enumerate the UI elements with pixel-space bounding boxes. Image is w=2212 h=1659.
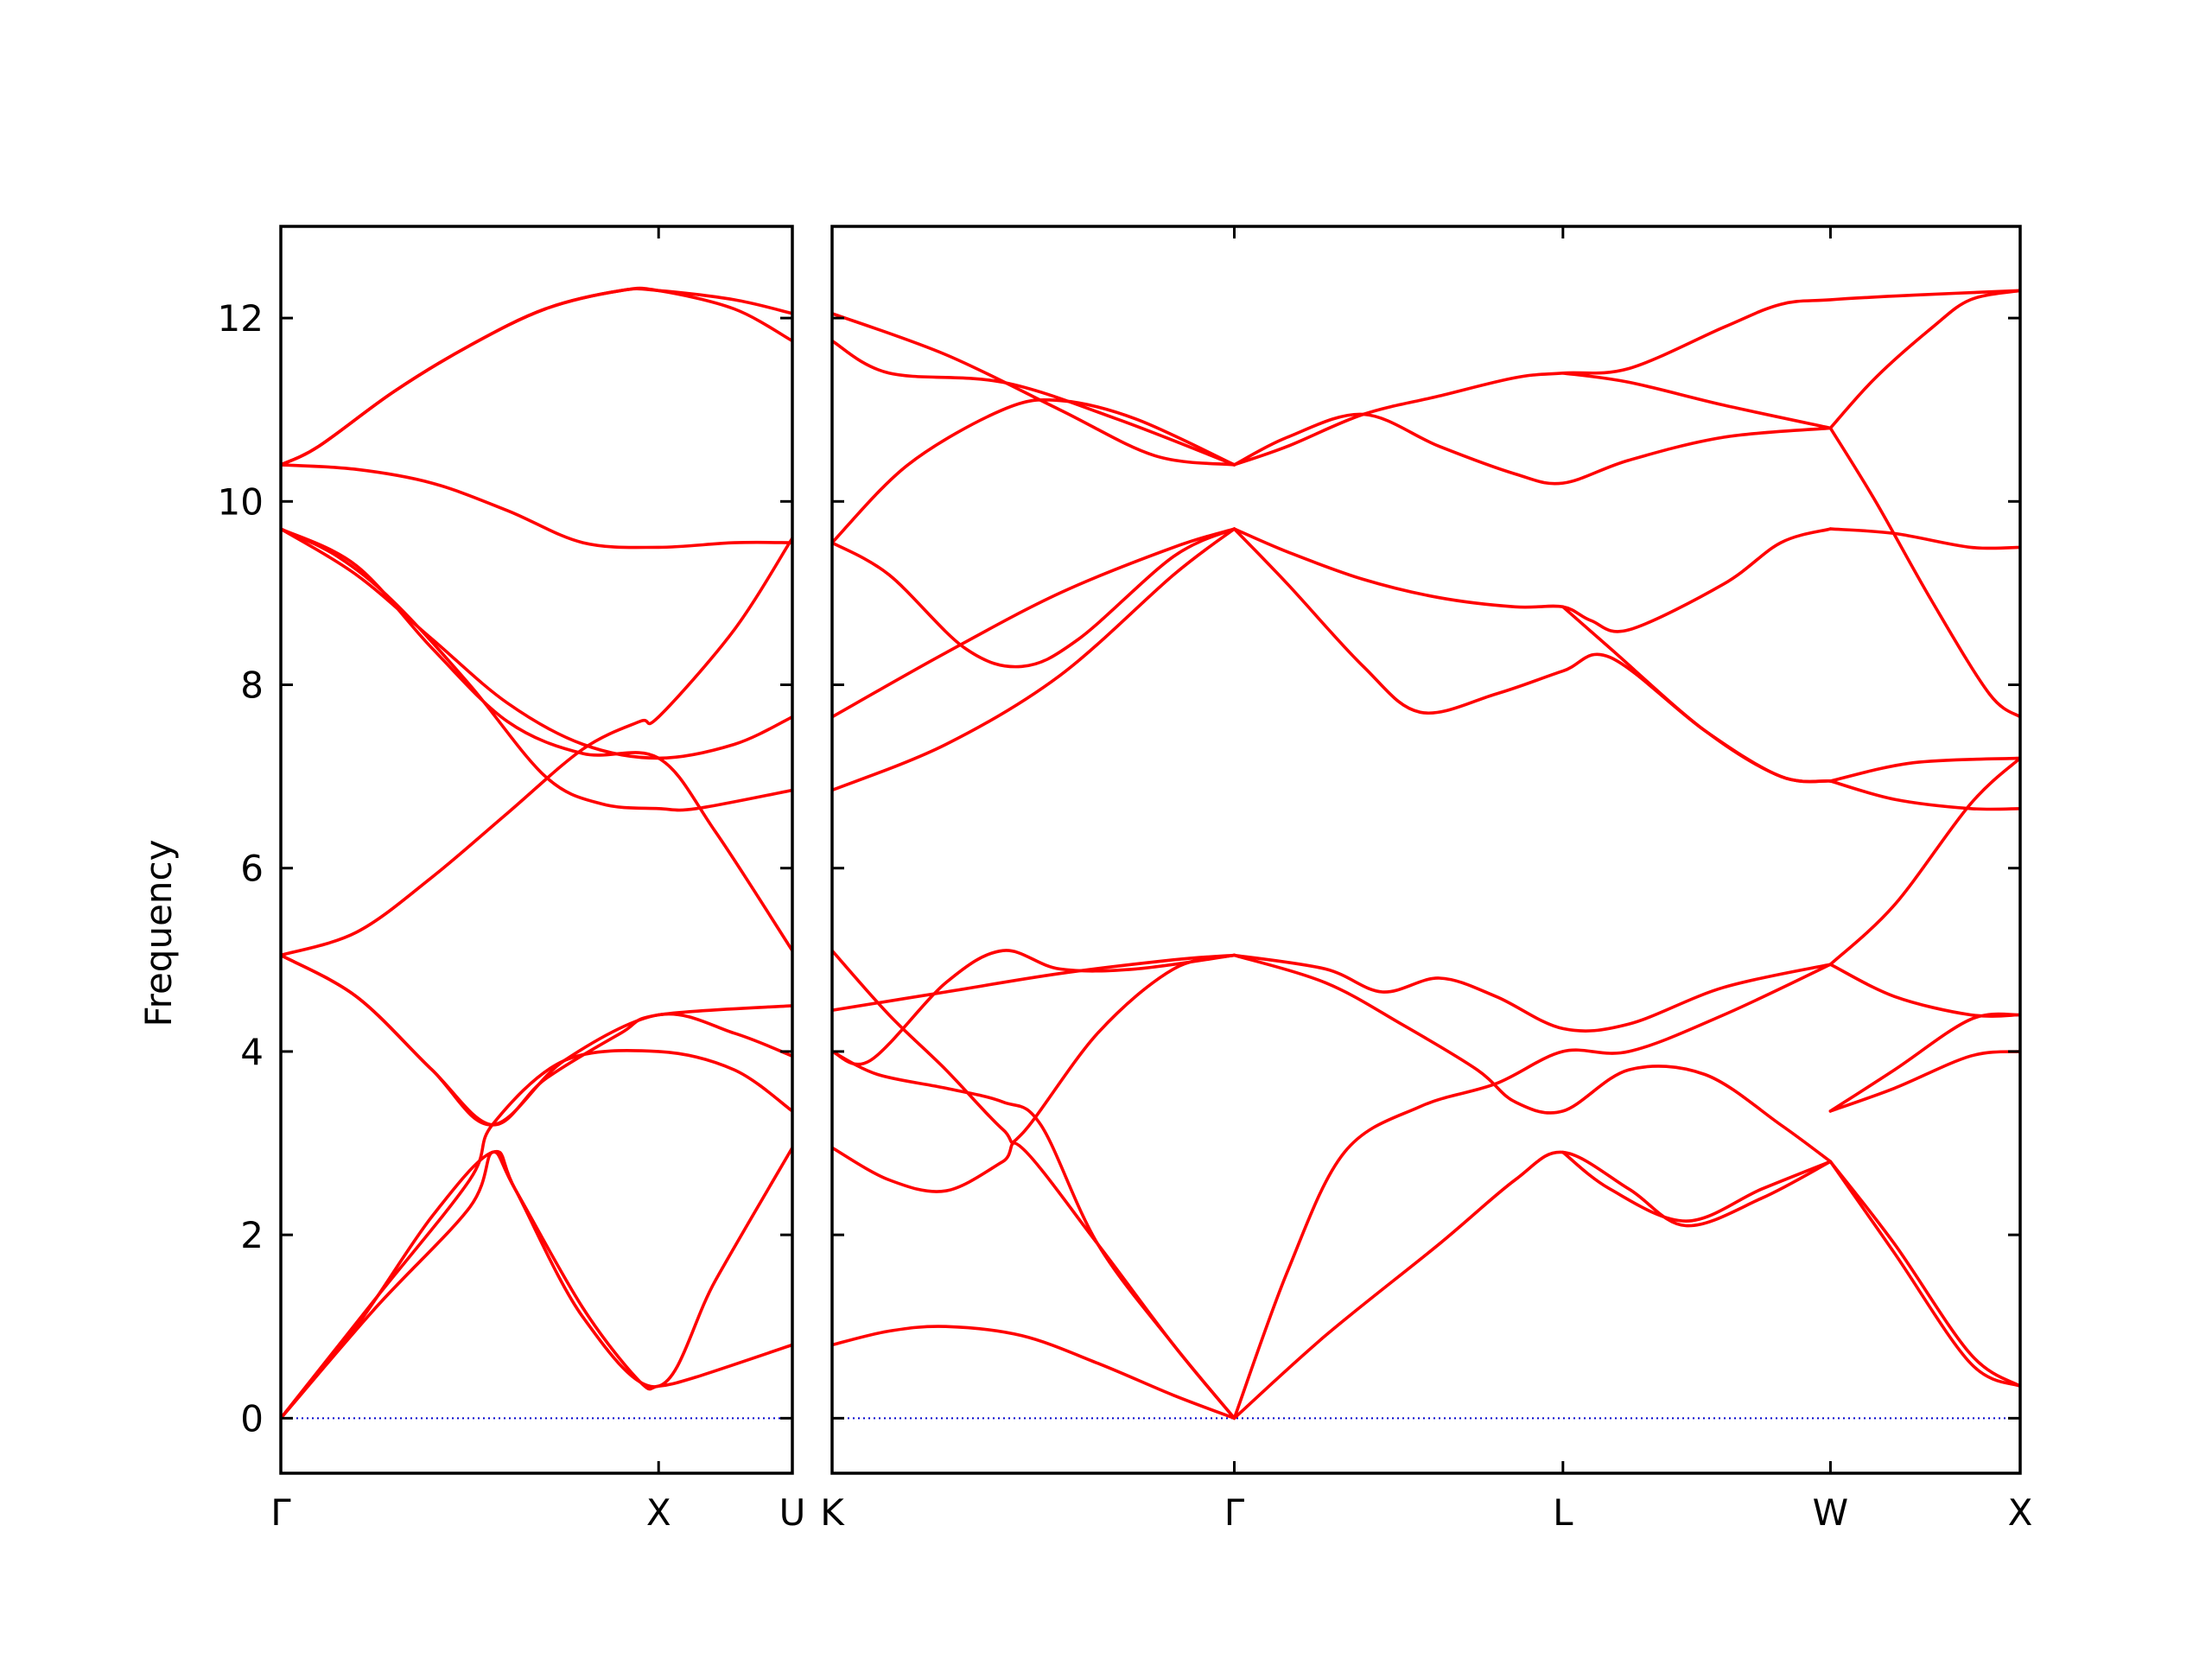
band-line-1 <box>832 1325 1236 1421</box>
band-line-11 <box>281 287 792 467</box>
x-tick-label: K <box>820 1491 845 1534</box>
band-line-14 <box>1232 412 1833 486</box>
plot-frame <box>279 225 794 1475</box>
y-tick-label: 4 <box>240 1031 264 1073</box>
band-line-6 <box>281 537 792 957</box>
band-line-23 <box>1828 756 2020 783</box>
band-line-17 <box>1828 426 2020 719</box>
band-line-10 <box>832 397 1236 544</box>
band-line-29 <box>1828 963 2020 1018</box>
band-line-30 <box>1828 756 2020 966</box>
band-line-1 <box>281 1150 792 1421</box>
y-tick-label: 6 <box>240 848 264 890</box>
y-tick-label: 8 <box>240 664 264 707</box>
band-line-4 <box>832 949 1236 1144</box>
y-tick-label: 2 <box>240 1214 264 1256</box>
x-tick-label: W <box>1813 1491 1849 1534</box>
y-tick-label: 0 <box>240 1397 264 1440</box>
band-line-32 <box>1828 1050 2020 1113</box>
band-line-12 <box>281 286 792 467</box>
band-line-10 <box>281 463 792 550</box>
y-tick-label: 12 <box>218 297 264 340</box>
band-line-18 <box>1828 527 2020 550</box>
band-line-21 <box>1561 605 1833 784</box>
band-line-19 <box>1232 527 1833 633</box>
band-line-7 <box>832 527 1236 792</box>
plot-frame <box>830 225 2022 1475</box>
band-line-25 <box>1232 953 1833 1164</box>
band-line-33 <box>1828 1160 2020 1388</box>
band-group <box>281 286 792 1421</box>
band-line-3 <box>281 1146 792 1421</box>
band-line-16 <box>1828 289 2020 430</box>
band-line-28 <box>1561 1150 1833 1223</box>
y-axis-title: Frequency <box>137 840 180 1027</box>
x-tick-label: X <box>646 1491 671 1534</box>
band-line-5 <box>281 953 792 1127</box>
x-tick-label: U <box>779 1491 806 1534</box>
band-line-27 <box>1232 1150 1833 1421</box>
band-line-13 <box>1232 289 2020 467</box>
band-line-8 <box>281 527 792 760</box>
band-line-7 <box>281 527 792 812</box>
band-line-9 <box>281 527 792 952</box>
panel-1: 0 2 4 6 8 10 12 Γ X U <box>218 225 806 1534</box>
band-line-22 <box>1828 779 2020 811</box>
band-line-11 <box>832 339 1236 467</box>
x-tick-label: X <box>2008 1491 2033 1534</box>
band-line-3 <box>832 1050 1236 1421</box>
band-line-6 <box>832 949 1236 1066</box>
band-line-12 <box>832 312 1236 467</box>
band-group <box>832 289 2020 1421</box>
band-line-5 <box>832 953 1236 1012</box>
band-line-15 <box>1561 372 1833 430</box>
band-line-9 <box>832 527 1236 669</box>
band-line-34 <box>1828 1160 2020 1388</box>
y-tick-label: 10 <box>218 480 264 523</box>
x-tick-label: L <box>1553 1491 1573 1534</box>
band-line-31 <box>1828 1012 2020 1113</box>
band-line-2 <box>832 1141 1236 1421</box>
x-tick-label: Γ <box>1224 1491 1245 1534</box>
x-tick-label: Γ <box>270 1491 291 1534</box>
band-line-8 <box>832 527 1236 719</box>
band-line-4 <box>281 953 792 1127</box>
band-line-24 <box>1232 953 1833 1033</box>
band-line-26 <box>1232 963 1833 1421</box>
